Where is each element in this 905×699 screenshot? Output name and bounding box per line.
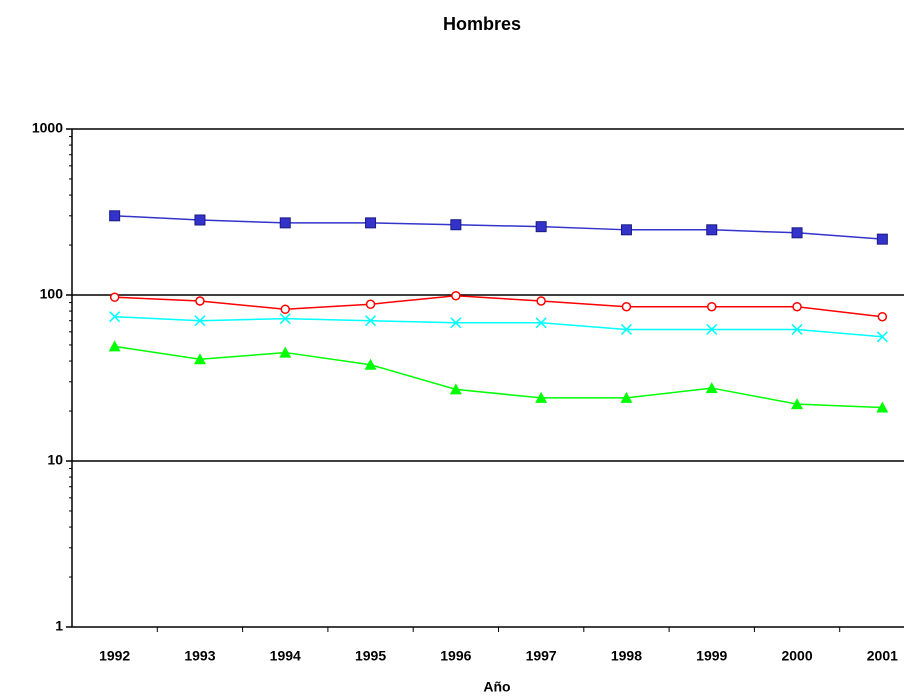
x-tick-label: 1998 <box>611 648 642 664</box>
marker <box>791 227 803 239</box>
marker <box>279 217 291 229</box>
x-tick-label: 1994 <box>270 648 301 664</box>
marker <box>449 383 462 395</box>
marker <box>620 323 632 335</box>
marker <box>620 391 633 403</box>
marker <box>108 340 121 352</box>
marker <box>365 299 376 309</box>
marker <box>706 323 718 335</box>
marker <box>279 313 291 325</box>
marker <box>876 331 888 343</box>
marker <box>707 301 717 312</box>
marker <box>535 317 547 329</box>
x-tick-label: 1996 <box>440 648 471 664</box>
marker <box>279 346 292 358</box>
marker <box>876 233 888 245</box>
series-line <box>114 215 883 240</box>
series-line <box>114 345 883 409</box>
marker <box>535 391 548 403</box>
marker <box>792 301 802 312</box>
marker <box>536 296 546 306</box>
marker <box>195 296 205 306</box>
marker <box>620 224 632 236</box>
marker <box>194 214 206 226</box>
marker <box>705 382 718 394</box>
y-tick-label: 10 <box>47 452 63 468</box>
marker <box>791 398 804 410</box>
x-tick-label: 2000 <box>781 648 812 664</box>
marker <box>706 224 718 236</box>
y-tick-label: 1000 <box>32 120 63 136</box>
x-tick-label: 1997 <box>526 648 557 664</box>
x-tick-label: 1999 <box>696 648 727 664</box>
marker <box>109 292 120 302</box>
marker <box>450 219 462 231</box>
marker <box>280 304 290 315</box>
chart-title: Hombres <box>443 14 521 34</box>
marker <box>621 301 632 312</box>
y-tick-label: 100 <box>40 286 64 302</box>
marker <box>451 290 461 301</box>
x-tick-label: 1993 <box>184 648 215 664</box>
marker <box>876 401 889 413</box>
marker <box>365 315 377 327</box>
y-tick-label: 1 <box>55 618 63 634</box>
marker <box>450 317 462 329</box>
marker <box>109 311 121 323</box>
marker <box>364 358 377 370</box>
marker <box>535 221 547 233</box>
marker <box>365 217 377 229</box>
marker <box>194 315 206 327</box>
x-axis-label: Año <box>483 679 510 695</box>
x-tick-label: 1992 <box>99 648 130 664</box>
series-line <box>114 315 883 338</box>
x-tick-label: 2001 <box>867 648 898 664</box>
x-tick-label: 1995 <box>355 648 386 664</box>
marker <box>877 311 888 322</box>
marker <box>791 323 803 335</box>
series-line <box>114 294 883 318</box>
marker <box>193 353 206 365</box>
marker <box>109 210 121 222</box>
